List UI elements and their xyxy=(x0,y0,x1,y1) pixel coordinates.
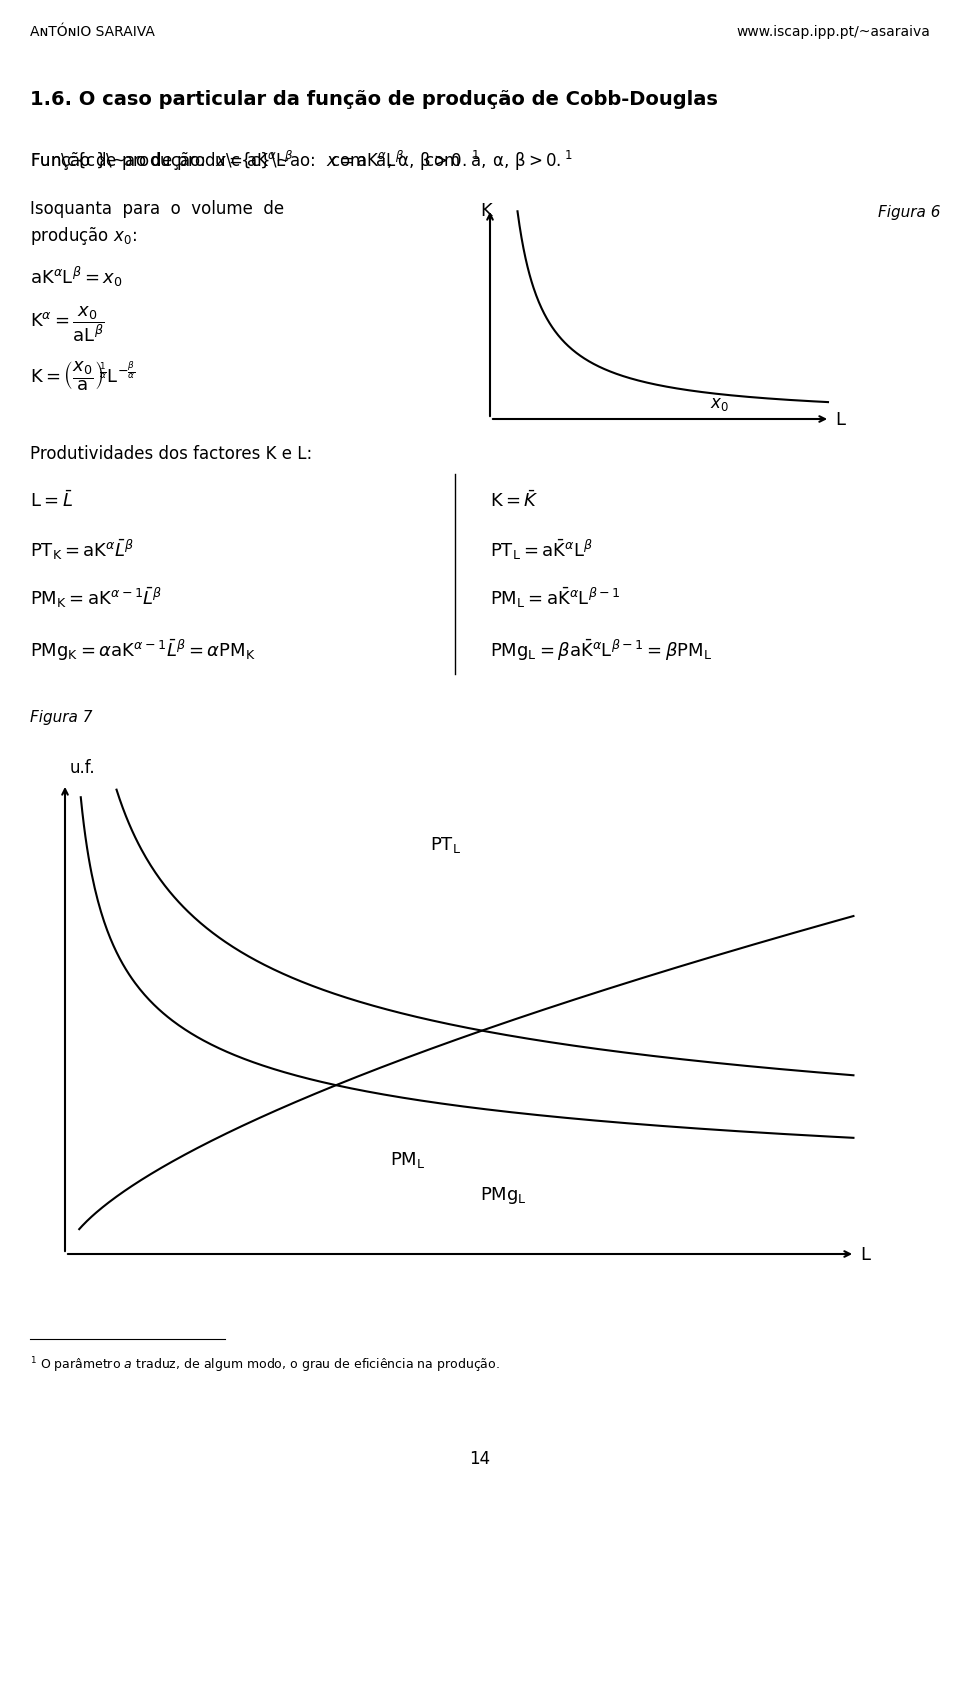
Text: $\mathrm{K} = \left(\dfrac{x_0}{\mathrm{a}}\right)^{\!\!\frac{1}{\alpha}}\mathrm: $\mathrm{K} = \left(\dfrac{x_0}{\mathrm{… xyxy=(30,360,135,394)
Text: $\mathrm{PT_L = a\bar{K}}^{\alpha}\mathrm{L}^{\beta}$: $\mathrm{PT_L = a\bar{K}}^{\alpha}\mathr… xyxy=(490,538,593,562)
Text: $\mathrm{PM_K = aK}^{\alpha-1}\bar{L}^{\beta}$: $\mathrm{PM_K = aK}^{\alpha-1}\bar{L}^{\… xyxy=(30,586,162,610)
Text: u.f.: u.f. xyxy=(70,759,96,776)
Text: www.iscap.ipp.pt/~asaraiva: www.iscap.ipp.pt/~asaraiva xyxy=(736,25,930,39)
Text: $\mathrm{PMg_L}$: $\mathrm{PMg_L}$ xyxy=(480,1184,527,1206)
Text: 1.6. O caso particular da função de produção de Cobb-Douglas: 1.6. O caso particular da função de prod… xyxy=(30,90,718,109)
Text: $\mathrm{PT_K = aK}^{\alpha}\bar{L}^{\beta}$: $\mathrm{PT_K = aK}^{\alpha}\bar{L}^{\be… xyxy=(30,538,134,562)
Text: $^{1}$ O parâmetro $a$ traduz, de algum modo, o grau de eficiência na produção.: $^{1}$ O parâmetro $a$ traduz, de algum … xyxy=(30,1355,500,1374)
Text: $\mathrm{PMg_L} = \beta \mathrm{a\bar{K}}^{\alpha}\mathrm{L}^{\beta-1} = \beta\m: $\mathrm{PMg_L} = \beta \mathrm{a\bar{K}… xyxy=(490,638,712,662)
Text: K: K xyxy=(480,202,492,219)
Text: AɴTÓɴIO SARAIVA: AɴTÓɴIO SARAIVA xyxy=(30,25,155,39)
Text: $\mathrm{PMg_K} = \alpha \mathrm{aK}^{\alpha-1}\bar{L}^{\beta} = \alpha\mathrm{P: $\mathrm{PMg_K} = \alpha \mathrm{aK}^{\a… xyxy=(30,638,255,662)
Text: $x_0$: $x_0$ xyxy=(710,394,729,413)
Text: $\mathrm{PM_L}$: $\mathrm{PM_L}$ xyxy=(390,1150,425,1170)
Text: Fun\c{c}\~ao de produ\c{c}\~ao:  $x = \mathrm{aK}^{\alpha}\mathrm{L}^{\beta}$$\q: Fun\c{c}\~ao de produ\c{c}\~ao: $x = \ma… xyxy=(30,148,573,173)
Text: Produtividades dos factores K e L:: Produtividades dos factores K e L: xyxy=(30,445,312,464)
Text: Figura 7: Figura 7 xyxy=(30,710,92,725)
Text: $\mathrm{aK}^{\alpha}\mathrm{L}^{\beta} = x_0$: $\mathrm{aK}^{\alpha}\mathrm{L}^{\beta} … xyxy=(30,265,123,289)
Text: 14: 14 xyxy=(469,1448,491,1467)
Text: Figura 6: Figura 6 xyxy=(878,205,941,219)
Text: $\mathrm{K} = \bar{K}$: $\mathrm{K} = \bar{K}$ xyxy=(490,489,539,511)
Text: $\mathrm{PT_L}$: $\mathrm{PT_L}$ xyxy=(430,834,461,854)
Text: $\mathrm{K}^{\alpha} = \dfrac{x_0}{\mathrm{a}\mathrm{L}^{\beta}}$: $\mathrm{K}^{\alpha} = \dfrac{x_0}{\math… xyxy=(30,306,105,345)
Text: $\mathrm{L} = \bar{L}$: $\mathrm{L} = \bar{L}$ xyxy=(30,489,73,511)
Text: Função de produção:  $x = \mathrm{a}\mathrm{K}^{\alpha}\mathrm{L}^{\beta}$$\qqua: Função de produção: $x = \mathrm{a}\math… xyxy=(30,148,480,173)
Text: $\mathrm{PM_L = a\bar{K}}^{\alpha}\mathrm{L}^{\beta-1}$: $\mathrm{PM_L = a\bar{K}}^{\alpha}\mathr… xyxy=(490,586,620,610)
Text: Isoquanta  para  o  volume  de: Isoquanta para o volume de xyxy=(30,200,284,217)
Text: L: L xyxy=(860,1245,870,1263)
Text: L: L xyxy=(835,411,845,430)
Text: produção $x_0$:: produção $x_0$: xyxy=(30,224,137,246)
